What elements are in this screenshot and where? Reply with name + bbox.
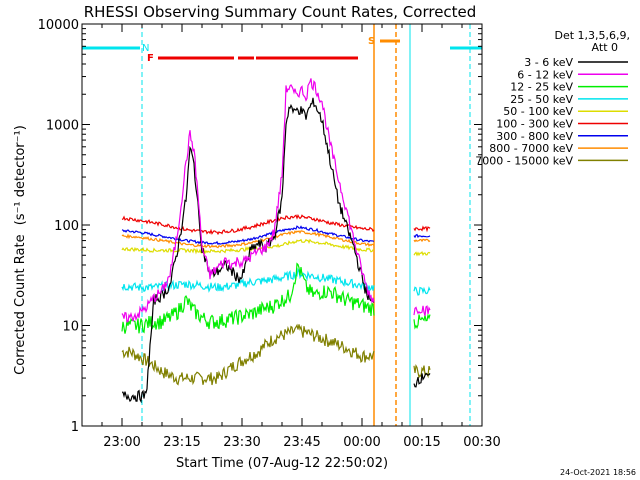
x-tick-label: 23:30 bbox=[223, 435, 260, 450]
night-flag-label: N bbox=[142, 43, 149, 54]
series-line-segment2-100-300-kev bbox=[413, 225, 431, 233]
legend-label: 100 - 300 keV bbox=[496, 118, 573, 131]
series-line-segment2-50-100-kev bbox=[413, 250, 431, 257]
timestamp: 24-Oct-2021 18:56 bbox=[560, 468, 636, 477]
y-axis-label: Corrected Count Rate (s⁻¹ detector⁻¹) bbox=[13, 125, 28, 375]
x-tick-label: 00:30 bbox=[463, 435, 500, 450]
y-tick-label: 10000 bbox=[38, 18, 79, 33]
series-line-segment2-800-7000-kev bbox=[413, 238, 431, 243]
x-tick-label: 00:00 bbox=[343, 435, 380, 450]
series-line-6-12-kev bbox=[121, 78, 375, 323]
series-line-100-300-kev bbox=[121, 213, 375, 236]
series-line-7000-15000-kev bbox=[121, 323, 375, 386]
y-tick-label: 100 bbox=[54, 219, 79, 234]
legend-label: 7000 - 15000 keV bbox=[475, 154, 573, 167]
legend-label: 3 - 6 keV bbox=[524, 56, 573, 69]
series-line-3-6-kev bbox=[122, 97, 375, 404]
legend-header-line1: Det 1,3,5,6,9, bbox=[554, 29, 630, 42]
y-axis-label-main: Corrected Count Rate bbox=[13, 234, 28, 374]
y-axis-label-group: Corrected Count Rate (s⁻¹ detector⁻¹) bbox=[13, 125, 28, 375]
y-tick-label: 1000 bbox=[46, 119, 79, 134]
legend-label: 25 - 50 keV bbox=[510, 93, 573, 106]
y-tick-label: 1 bbox=[71, 420, 79, 435]
legend-header-line2: Att 0 bbox=[592, 41, 618, 54]
ticks-layer: 1 10 100 1000 10000 23:00 23:15 23:30 23:45 00:00… bbox=[38, 18, 501, 450]
x-tick-label: 00:15 bbox=[403, 435, 440, 450]
series-line-800-7000-kev bbox=[121, 230, 375, 249]
y-tick-label: 10 bbox=[62, 320, 79, 335]
flare-flag-label: F bbox=[147, 53, 154, 64]
y-axis-label-unit: (s⁻¹ detector⁻¹) bbox=[13, 125, 28, 225]
flags-layer: NF S bbox=[81, 24, 482, 426]
x-tick-label: 23:00 bbox=[103, 435, 140, 450]
series-line-50-100-kev bbox=[121, 238, 375, 255]
series-line-segment2-25-50-kev bbox=[413, 286, 431, 296]
series-line-25-50-kev bbox=[121, 267, 375, 293]
legend-label: 6 - 12 keV bbox=[517, 68, 573, 81]
x-tick-label: 23:45 bbox=[283, 435, 320, 450]
legend-label: 50 - 100 keV bbox=[503, 105, 573, 118]
x-tick-label: 23:15 bbox=[163, 435, 200, 450]
legend-label: 300 - 800 keV bbox=[496, 130, 573, 143]
legend-label: 800 - 7000 keV bbox=[489, 142, 573, 155]
series-line-segment2-300-800-kev bbox=[413, 233, 431, 239]
series-line-12-25-kev bbox=[121, 262, 375, 334]
series-layer bbox=[121, 78, 431, 404]
chart-title: RHESSI Observing Summary Count Rates, Co… bbox=[84, 3, 477, 21]
x-axis-label: Start Time (07-Aug-12 22:50:02) bbox=[176, 456, 388, 471]
series-line-300-800-kev bbox=[121, 225, 375, 246]
series-line-segment2-3-6-kev bbox=[413, 372, 431, 388]
series-line-segment2-12-25-kev bbox=[413, 312, 431, 330]
series-line-segment2-6-12-kev bbox=[413, 305, 431, 316]
saa-flag-label: S bbox=[368, 36, 375, 47]
legend-label: 12 - 25 keV bbox=[510, 81, 573, 94]
